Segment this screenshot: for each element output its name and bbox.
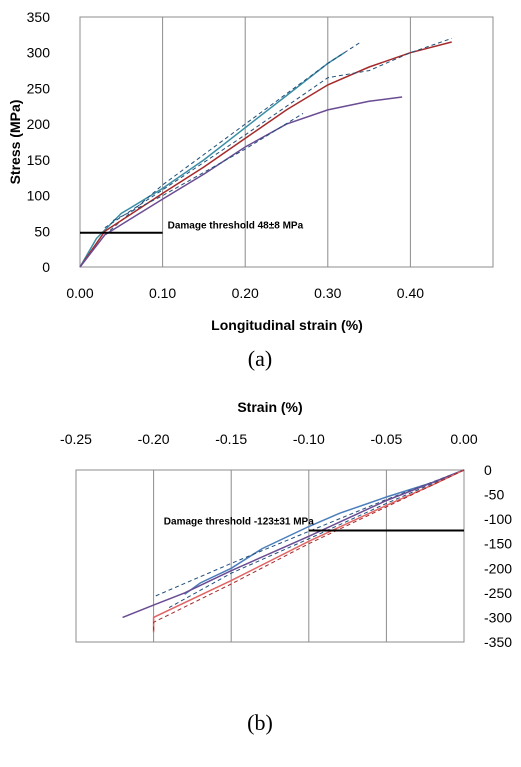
- y-tick-label: 50: [34, 223, 50, 239]
- x-tick-label: -0.15: [215, 431, 247, 447]
- y-tick-label: 0: [42, 259, 50, 275]
- y-tick-label: -200: [484, 560, 512, 576]
- chart-b: -0.25 -0.20 -0.15 -0.10 -0.05 0.00 0 -50 -100 -15…: [60, 399, 512, 735]
- x-axis-title: Strain (%): [237, 399, 302, 415]
- y-tick-label: -50: [484, 487, 504, 503]
- y-tick-label: -300: [484, 609, 512, 625]
- x-tick-label: 0.10: [149, 285, 176, 301]
- series-line-5: [79, 96, 403, 268]
- y-tick-label: 300: [27, 45, 51, 61]
- chart-a: 0.00 0.10 0.20 0.30 0.40 0 50 100 150 200 250 300 35…: [7, 9, 494, 371]
- y-tick-label: -100: [484, 511, 512, 527]
- y-tick-label: 150: [27, 152, 51, 168]
- y-tick-label: 250: [27, 80, 51, 96]
- panel-label: (a): [248, 346, 272, 371]
- x-tick-label: -0.10: [293, 431, 325, 447]
- series-line-3: [122, 469, 465, 619]
- y-axis-title: Stress (MPa): [7, 100, 23, 185]
- x-tick-label: 0.00: [450, 431, 477, 447]
- series-line-3: [79, 41, 452, 268]
- threshold-label: Damage threshold -123±31 MPa: [164, 516, 314, 527]
- plot-frame: [79, 16, 494, 268]
- x-tick-label: 0.30: [314, 285, 341, 301]
- x-axis-title: Longitudinal strain (%): [211, 317, 363, 333]
- y-tick-label: 350: [27, 9, 51, 25]
- series-line-4: [168, 469, 465, 609]
- series-line-5: [152, 469, 465, 633]
- threshold-label: Damage threshold 48±8 MPa: [168, 221, 304, 232]
- y-tick-label: -350: [484, 634, 512, 650]
- panel-label: (b): [247, 710, 273, 735]
- series-line-4: [104, 37, 452, 229]
- series-line-6: [153, 469, 465, 634]
- series-line-1: [79, 52, 345, 268]
- x-tick-label: -0.20: [138, 431, 170, 447]
- y-tick-label: 0: [484, 462, 492, 478]
- x-tick-label: 0.40: [397, 285, 424, 301]
- x-tick-label: -0.05: [370, 431, 402, 447]
- y-tick-label: 200: [27, 116, 51, 132]
- plot-frame: [75, 469, 465, 643]
- x-tick-label: 0.00: [66, 285, 93, 301]
- series-line-6: [112, 112, 304, 222]
- y-tick-label: -250: [484, 585, 512, 601]
- series-line-2: [104, 41, 362, 236]
- y-tick-label: -150: [484, 536, 512, 552]
- x-tick-label: 0.20: [232, 285, 259, 301]
- y-tick-label: 100: [27, 188, 51, 204]
- x-tick-label: -0.25: [60, 431, 92, 447]
